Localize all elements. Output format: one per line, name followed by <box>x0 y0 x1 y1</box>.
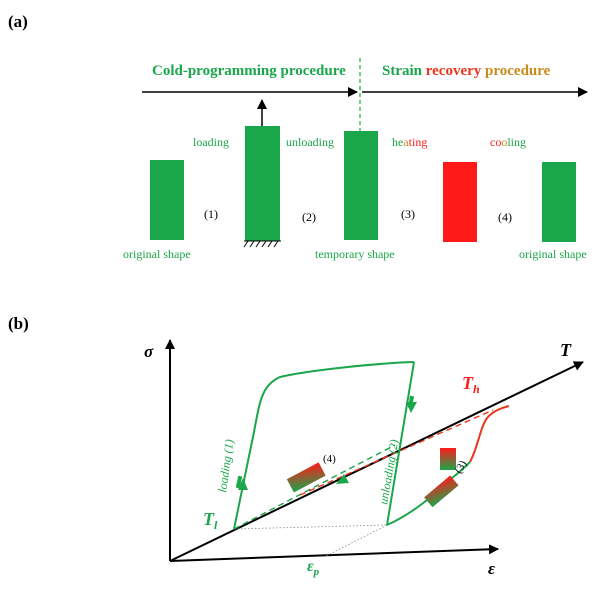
projection-line-ep <box>325 524 388 557</box>
ep-main: ε <box>307 558 314 575</box>
step-4-label: (4) <box>498 210 512 224</box>
loaded-shape-bar <box>245 126 280 241</box>
unloading-label: unloading <box>286 135 334 149</box>
ep-sub: p <box>313 566 320 578</box>
projection-line-horizontal <box>233 524 388 530</box>
cooling-direction-arrow <box>336 474 349 484</box>
specimen-block-4 <box>286 462 326 493</box>
heating-a: a <box>403 135 409 149</box>
fixed-support-hatch <box>243 240 281 248</box>
cooling-o: o <box>501 135 507 149</box>
cold-programming-header: Cold-programming procedure <box>152 63 346 79</box>
ep-label: εp <box>307 558 320 578</box>
panel-a-label: (a) <box>8 12 28 31</box>
panel-b-label: (b) <box>8 314 29 333</box>
step-4-curve-label: (4) <box>323 453 336 465</box>
temporary-shape-label: temporary shape <box>315 247 395 261</box>
step-1-label: (1) <box>204 207 218 221</box>
loading-path <box>233 361 415 530</box>
reference-dashed-green <box>233 444 396 530</box>
original-shape-label: original shape <box>123 247 191 261</box>
reference-dashed-red <box>299 409 494 496</box>
tl-main: T <box>203 509 215 529</box>
cooling-co: co <box>490 135 501 149</box>
unloading-marker <box>407 395 415 409</box>
header-strain: Strain <box>382 63 426 79</box>
unloading-path <box>386 361 415 526</box>
th-label: Th <box>462 373 480 396</box>
heated-shape-bar <box>443 162 477 242</box>
recovery-path-red <box>469 405 510 463</box>
tl-label: Tl <box>203 509 218 532</box>
specimen-block-3b <box>424 475 459 508</box>
temporary-shape-bar <box>344 131 378 240</box>
original-shape-bar <box>150 160 184 240</box>
loading-direction-arrow <box>238 478 248 490</box>
epsilon-axis <box>169 544 499 562</box>
epsilon-axis-label: ε <box>488 559 495 578</box>
step-3-curve-label: (3) <box>453 458 470 475</box>
th-main: T <box>462 373 474 393</box>
cooling-label: cooling <box>490 135 526 149</box>
loading-marker <box>235 475 243 489</box>
heating-ting: ting <box>409 135 428 149</box>
cooling-ling: ling <box>507 135 526 149</box>
th-sub: h <box>473 382 480 396</box>
original-shape-label-2: original shape <box>519 247 587 261</box>
sigma-axis-label: σ <box>144 342 154 361</box>
header-procedure: procedure <box>481 63 550 79</box>
specimen-block-3 <box>440 448 456 470</box>
header-recovery: recovery <box>426 63 482 79</box>
heating-label: heating <box>392 135 427 149</box>
heating-he: he <box>392 135 403 149</box>
temperature-axis-label: T <box>560 340 572 360</box>
step-3-label: (3) <box>401 207 415 221</box>
step-2-label: (2) <box>302 210 316 224</box>
recovered-shape-bar <box>542 162 576 242</box>
unloading-curve-label: unloading (2) <box>376 438 401 505</box>
tl-sub: l <box>214 518 218 532</box>
loading-curve-label: loading (1) <box>215 438 236 493</box>
loading-label: loading <box>193 135 229 149</box>
strain-recovery-header: Strain recovery procedure <box>382 63 551 79</box>
